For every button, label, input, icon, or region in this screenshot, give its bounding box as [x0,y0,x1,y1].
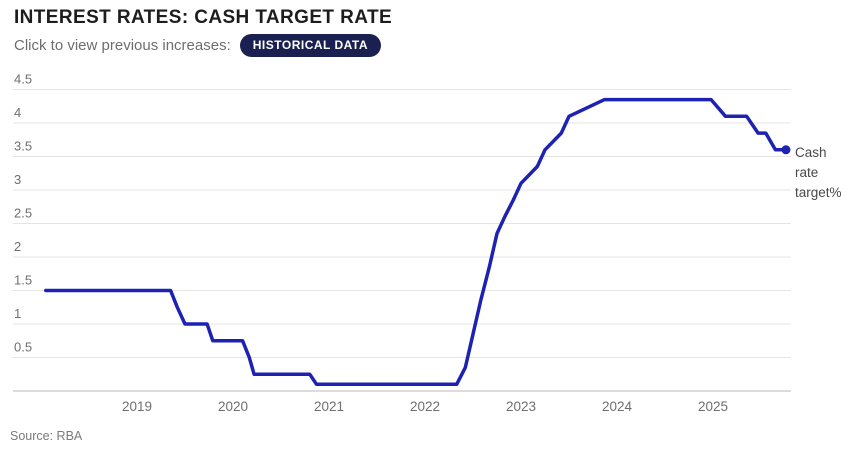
subtitle-text: Click to view previous increases: [14,36,231,54]
series-end-label: Cash rate target% [795,143,842,203]
x-axis-tick-label: 2025 [698,399,728,414]
y-axis-tick-label: 4 [14,105,21,120]
cash-rate-line [44,97,788,387]
y-axis-tick-label: 1.5 [14,273,32,288]
y-axis-tick-label: 4.5 [14,72,32,87]
y-axis-tick-label: 3 [14,172,21,187]
cash-rate-chart: 0.5 1 1.5 2 2.5 3 3.5 4 4.5 2019 2020 2021 2022 2023 2… [13,72,791,414]
historical-data-button[interactable]: HISTORICAL DATA [239,33,382,57]
x-axis-tick-label: 2024 [602,399,633,414]
x-axis-tick-label: 2021 [314,399,344,414]
line-endpoint-dot [781,145,791,155]
source-attribution: Source: RBA [10,429,83,443]
y-axis-tick-label: 0.5 [14,340,32,355]
series-end-label-line: Cash [795,145,827,160]
y-axis-tick-label: 2 [14,239,21,254]
series-end-label-line: target% [795,185,842,200]
subtitle-row: Click to view previous increases: HISTOR… [14,33,382,57]
x-axis-tick-label: 2022 [410,399,440,414]
x-axis-tick-label: 2023 [506,399,536,414]
series-end-label-line: rate [795,165,819,180]
x-axis-tick-label: 2020 [218,399,248,414]
y-axis-tick-label: 3.5 [14,139,32,154]
y-axis-tick-label: 1 [14,306,21,321]
x-axis-tick-label: 2019 [122,399,152,414]
page-title: INTEREST RATES: CASH TARGET RATE [14,7,393,28]
y-axis-tick-label: 2.5 [14,206,32,221]
